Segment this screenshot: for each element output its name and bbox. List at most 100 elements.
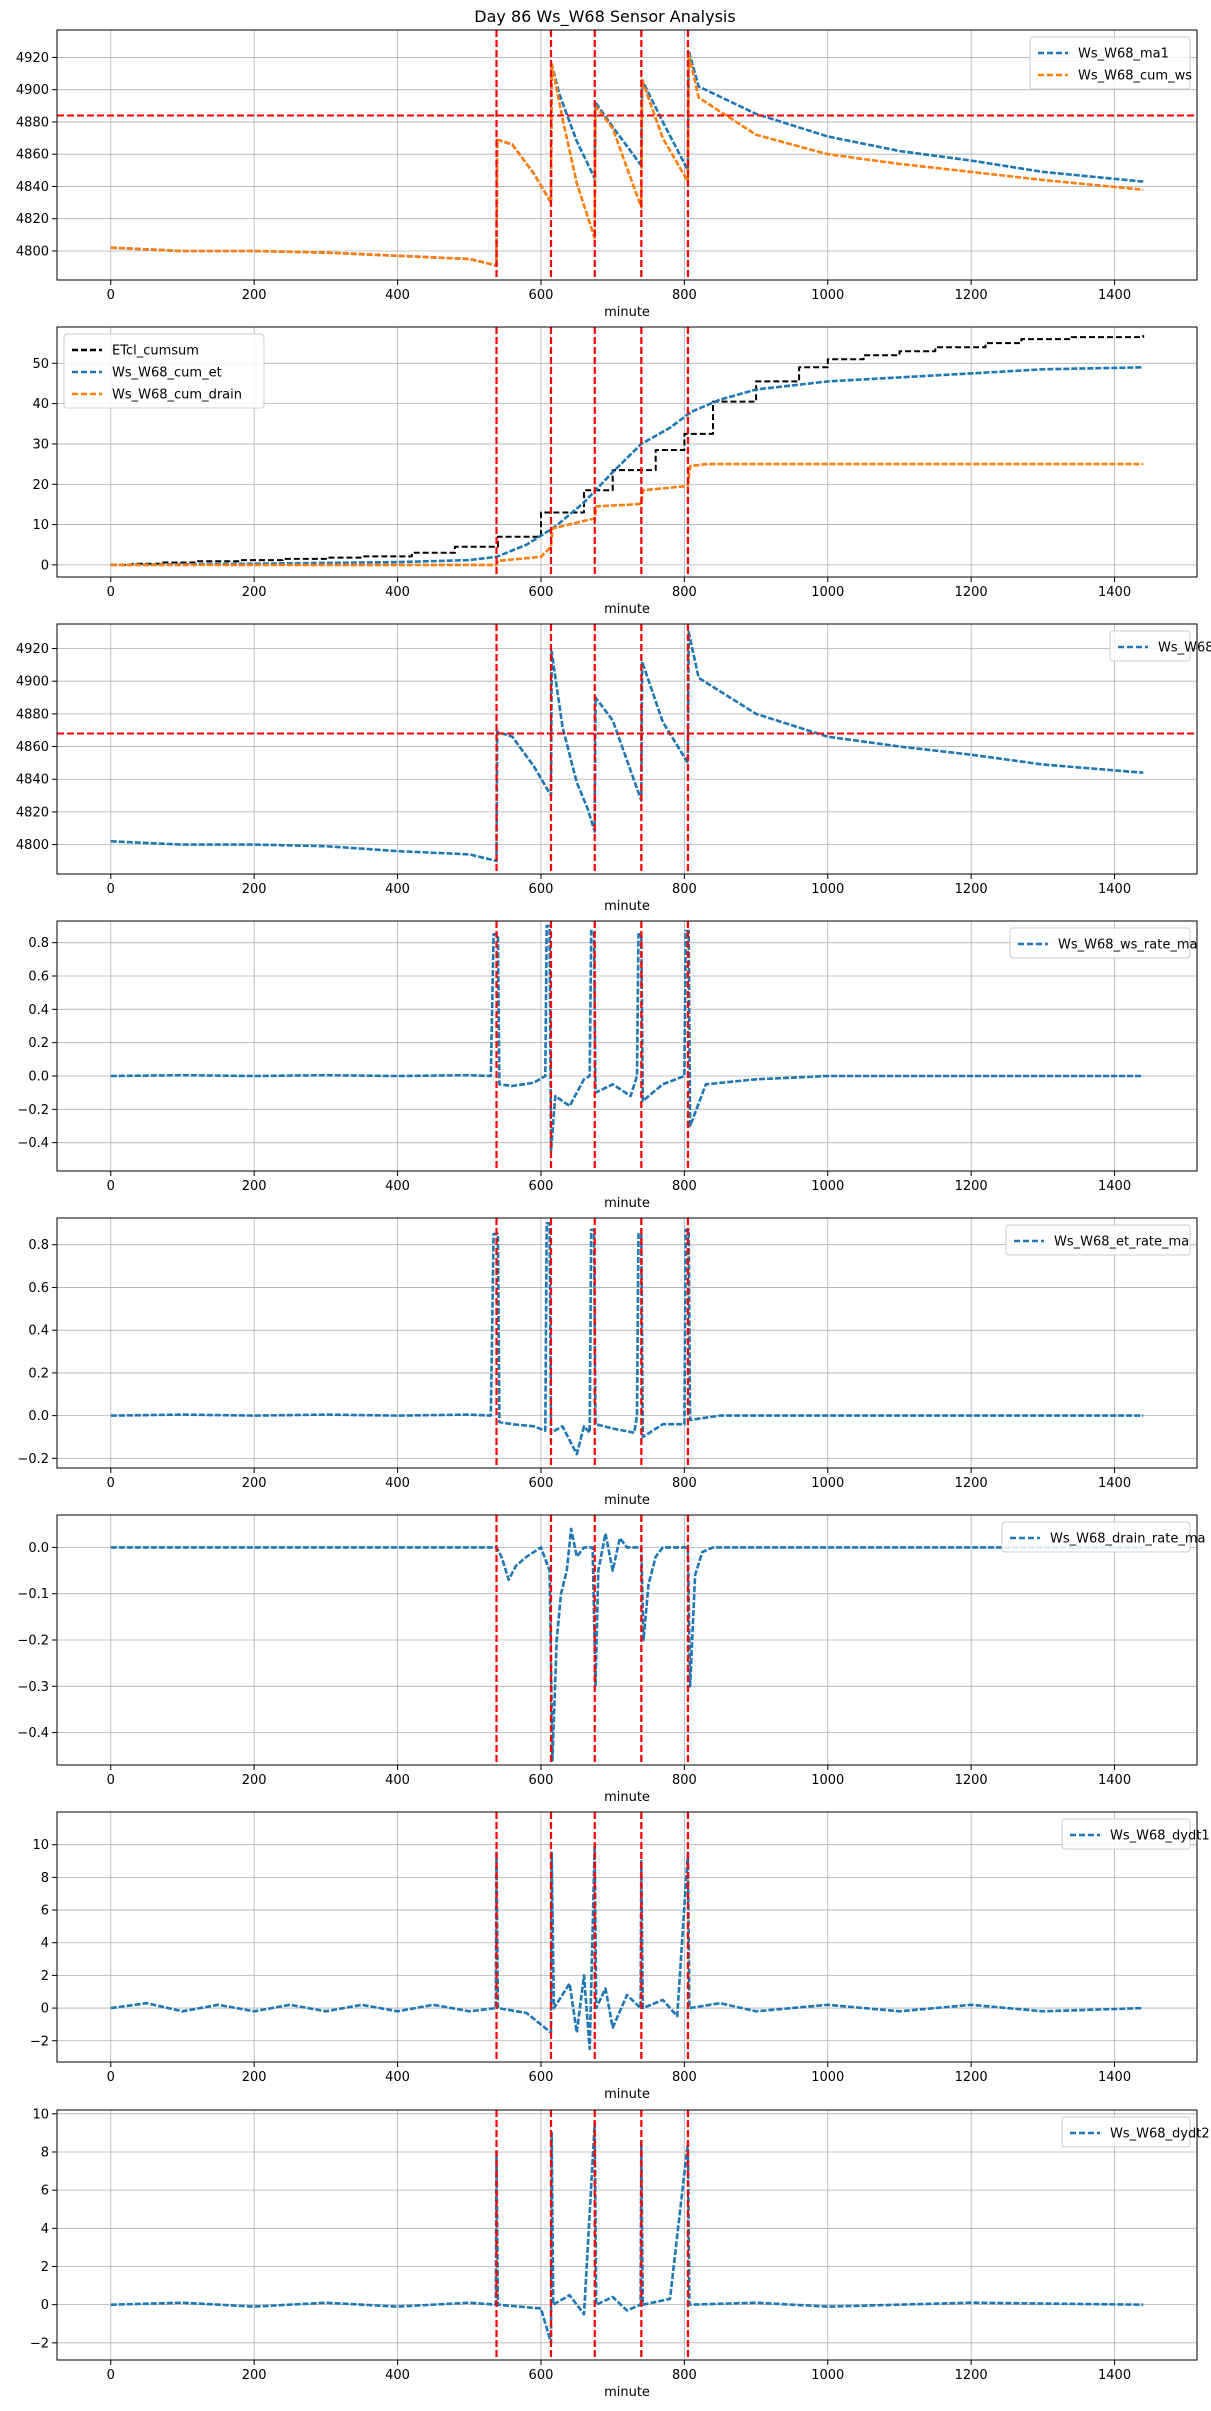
- x-tick-label: 600: [529, 585, 554, 600]
- x-tick-label: 1400: [1098, 1773, 1131, 1788]
- y-tick-label: 2: [41, 1969, 49, 1984]
- x-axis-label: minute: [604, 602, 650, 617]
- panels-group: 0 200 400 600 800 1000 1200 1400480048204840486…: [16, 29, 1211, 2400]
- legend-label: Ws_W68_ws_rate_ma: [1058, 938, 1197, 953]
- x-tick-label: 800: [672, 2070, 697, 2085]
- x-tick-label: 600: [529, 1179, 554, 1194]
- plot-frame: [56, 326, 1198, 578]
- legend-label: Ws_W68_drain_rate_ma: [1050, 1532, 1205, 1547]
- legend: Ws_W68_dydt2: [1061, 2116, 1210, 2148]
- y-tick-label: −2: [30, 2336, 49, 2351]
- y-tick-label: 0.2: [28, 1036, 49, 1051]
- x-tick-label: 200: [242, 882, 267, 897]
- x-tick-label: 1200: [955, 1476, 988, 1491]
- x-tick-label: 1200: [955, 1179, 988, 1194]
- series-line-Ws_W68_dydt2: [110, 2122, 1144, 2345]
- y-tick-label: 4800: [16, 244, 49, 259]
- chart-panel-5: 0 200 400 600 800 1000 1200 1400 −0.2 0.0 0.2 0.4 0.…: [17, 1217, 1198, 1508]
- x-tick-label: 600: [529, 2368, 554, 2383]
- y-tick-label: 30: [32, 437, 49, 452]
- x-tick-label: 400: [385, 1476, 410, 1491]
- x-axis-label: minute: [604, 1196, 650, 1211]
- y-tick-label: 0: [41, 2002, 49, 2017]
- y-tick-label: 10: [32, 2107, 49, 2122]
- y-tick-label: 4880: [16, 707, 49, 722]
- x-tick-label: 200: [242, 1179, 267, 1194]
- x-axis-label: minute: [604, 899, 650, 914]
- x-tick-label: 600: [529, 2070, 554, 2085]
- legend: Ws_W68_ma1 Ws_W68_cum_ws: [1029, 36, 1192, 90]
- y-tick-label: 40: [32, 397, 49, 412]
- legend-label: Ws_W68_ma1: [1078, 47, 1169, 62]
- y-tick-label: −0.4: [17, 1726, 49, 1741]
- y-tick-label: 4820: [16, 212, 49, 227]
- y-tick-label: 0.0: [28, 1541, 49, 1556]
- y-tick-label: 0.0: [28, 1070, 49, 1085]
- x-tick-label: 200: [242, 585, 267, 600]
- x-tick-label: 1000: [811, 288, 844, 303]
- x-axis-label: minute: [604, 305, 650, 320]
- x-tick-label: 800: [672, 2368, 697, 2383]
- x-tick-label: 200: [242, 2070, 267, 2085]
- legend: Ws_W68: [1109, 630, 1211, 662]
- x-tick-label: 1200: [955, 585, 988, 600]
- x-tick-label: 0: [107, 288, 115, 303]
- x-tick-label: 0: [107, 1179, 115, 1194]
- x-tick-label: 1400: [1098, 2368, 1131, 2383]
- y-tick-label: 4900: [16, 675, 49, 690]
- x-tick-label: 800: [672, 1773, 697, 1788]
- x-tick-label: 600: [529, 882, 554, 897]
- y-tick-label: 4820: [16, 805, 49, 820]
- x-tick-label: 800: [672, 585, 697, 600]
- x-tick-label: 1400: [1098, 882, 1131, 897]
- x-tick-label: 200: [242, 288, 267, 303]
- plot-frame: [56, 1217, 1198, 1469]
- plot-frame: [56, 29, 1198, 281]
- series-line-Ws_W68_et_rate_ma: [110, 1222, 1144, 1456]
- chart-panel-7: 0 200 400 600 800 1000 1200 1400 −2 0 2 4 6 8 10 minute…: [30, 1811, 1210, 2102]
- y-tick-label: 4800: [16, 838, 49, 853]
- legend: Ws_W68_ws_rate_ma: [1009, 927, 1197, 959]
- y-tick-label: 0: [41, 558, 49, 573]
- plot-frame: [56, 623, 1198, 875]
- y-tick-label: −0.2: [17, 1452, 49, 1467]
- chart-panel-6: 0 200 400 600 800 1000 1200 1400 −0.4 −0.3 −0.2 −0.…: [17, 1514, 1205, 1805]
- y-tick-label: −0.3: [17, 1680, 49, 1695]
- y-tick-label: 0.2: [28, 1366, 49, 1381]
- y-tick-label: 0.0: [28, 1409, 49, 1424]
- x-tick-label: 1000: [811, 1179, 844, 1194]
- x-tick-label: 400: [385, 1179, 410, 1194]
- plot-frame: [56, 2109, 1198, 2361]
- x-axis-label: minute: [604, 2087, 650, 2102]
- x-tick-label: 0: [107, 2070, 115, 2085]
- x-tick-label: 0: [107, 1476, 115, 1491]
- x-tick-label: 400: [385, 585, 410, 600]
- x-tick-label: 400: [385, 882, 410, 897]
- y-tick-label: 4920: [16, 642, 49, 657]
- x-tick-label: 1000: [811, 1476, 844, 1491]
- y-tick-label: −0.1: [17, 1587, 49, 1602]
- x-tick-label: 1000: [811, 585, 844, 600]
- y-tick-label: 8: [41, 2145, 49, 2160]
- series-line-Ws_W68: [110, 630, 1144, 863]
- legend-box: [63, 333, 265, 409]
- x-tick-label: 0: [107, 585, 115, 600]
- legend: Ws_W68_et_rate_ma: [1005, 1224, 1191, 1256]
- x-tick-label: 1000: [811, 1773, 844, 1788]
- x-tick-label: 0: [107, 2368, 115, 2383]
- legend-label: Ws_W68_cum_drain: [112, 388, 242, 403]
- y-tick-label: 2: [41, 2260, 49, 2275]
- series-line-Ws_W68_ws_rate_ma: [110, 924, 1144, 1153]
- series-line-Ws_W68_cum_ws: [110, 52, 1144, 267]
- x-tick-label: 400: [385, 1773, 410, 1788]
- x-tick-label: 1400: [1098, 1179, 1131, 1194]
- legend-label: Ws_W68_dydt1: [1110, 1829, 1210, 1844]
- x-tick-label: 600: [529, 1773, 554, 1788]
- x-tick-label: 200: [242, 1773, 267, 1788]
- legend: Ws_W68_dydt1: [1061, 1818, 1210, 1850]
- x-tick-label: 0: [107, 882, 115, 897]
- y-tick-label: 8: [41, 1871, 49, 1886]
- figure-title: Day 86 Ws_W68 Sensor Analysis: [474, 7, 735, 27]
- x-tick-label: 600: [529, 1476, 554, 1491]
